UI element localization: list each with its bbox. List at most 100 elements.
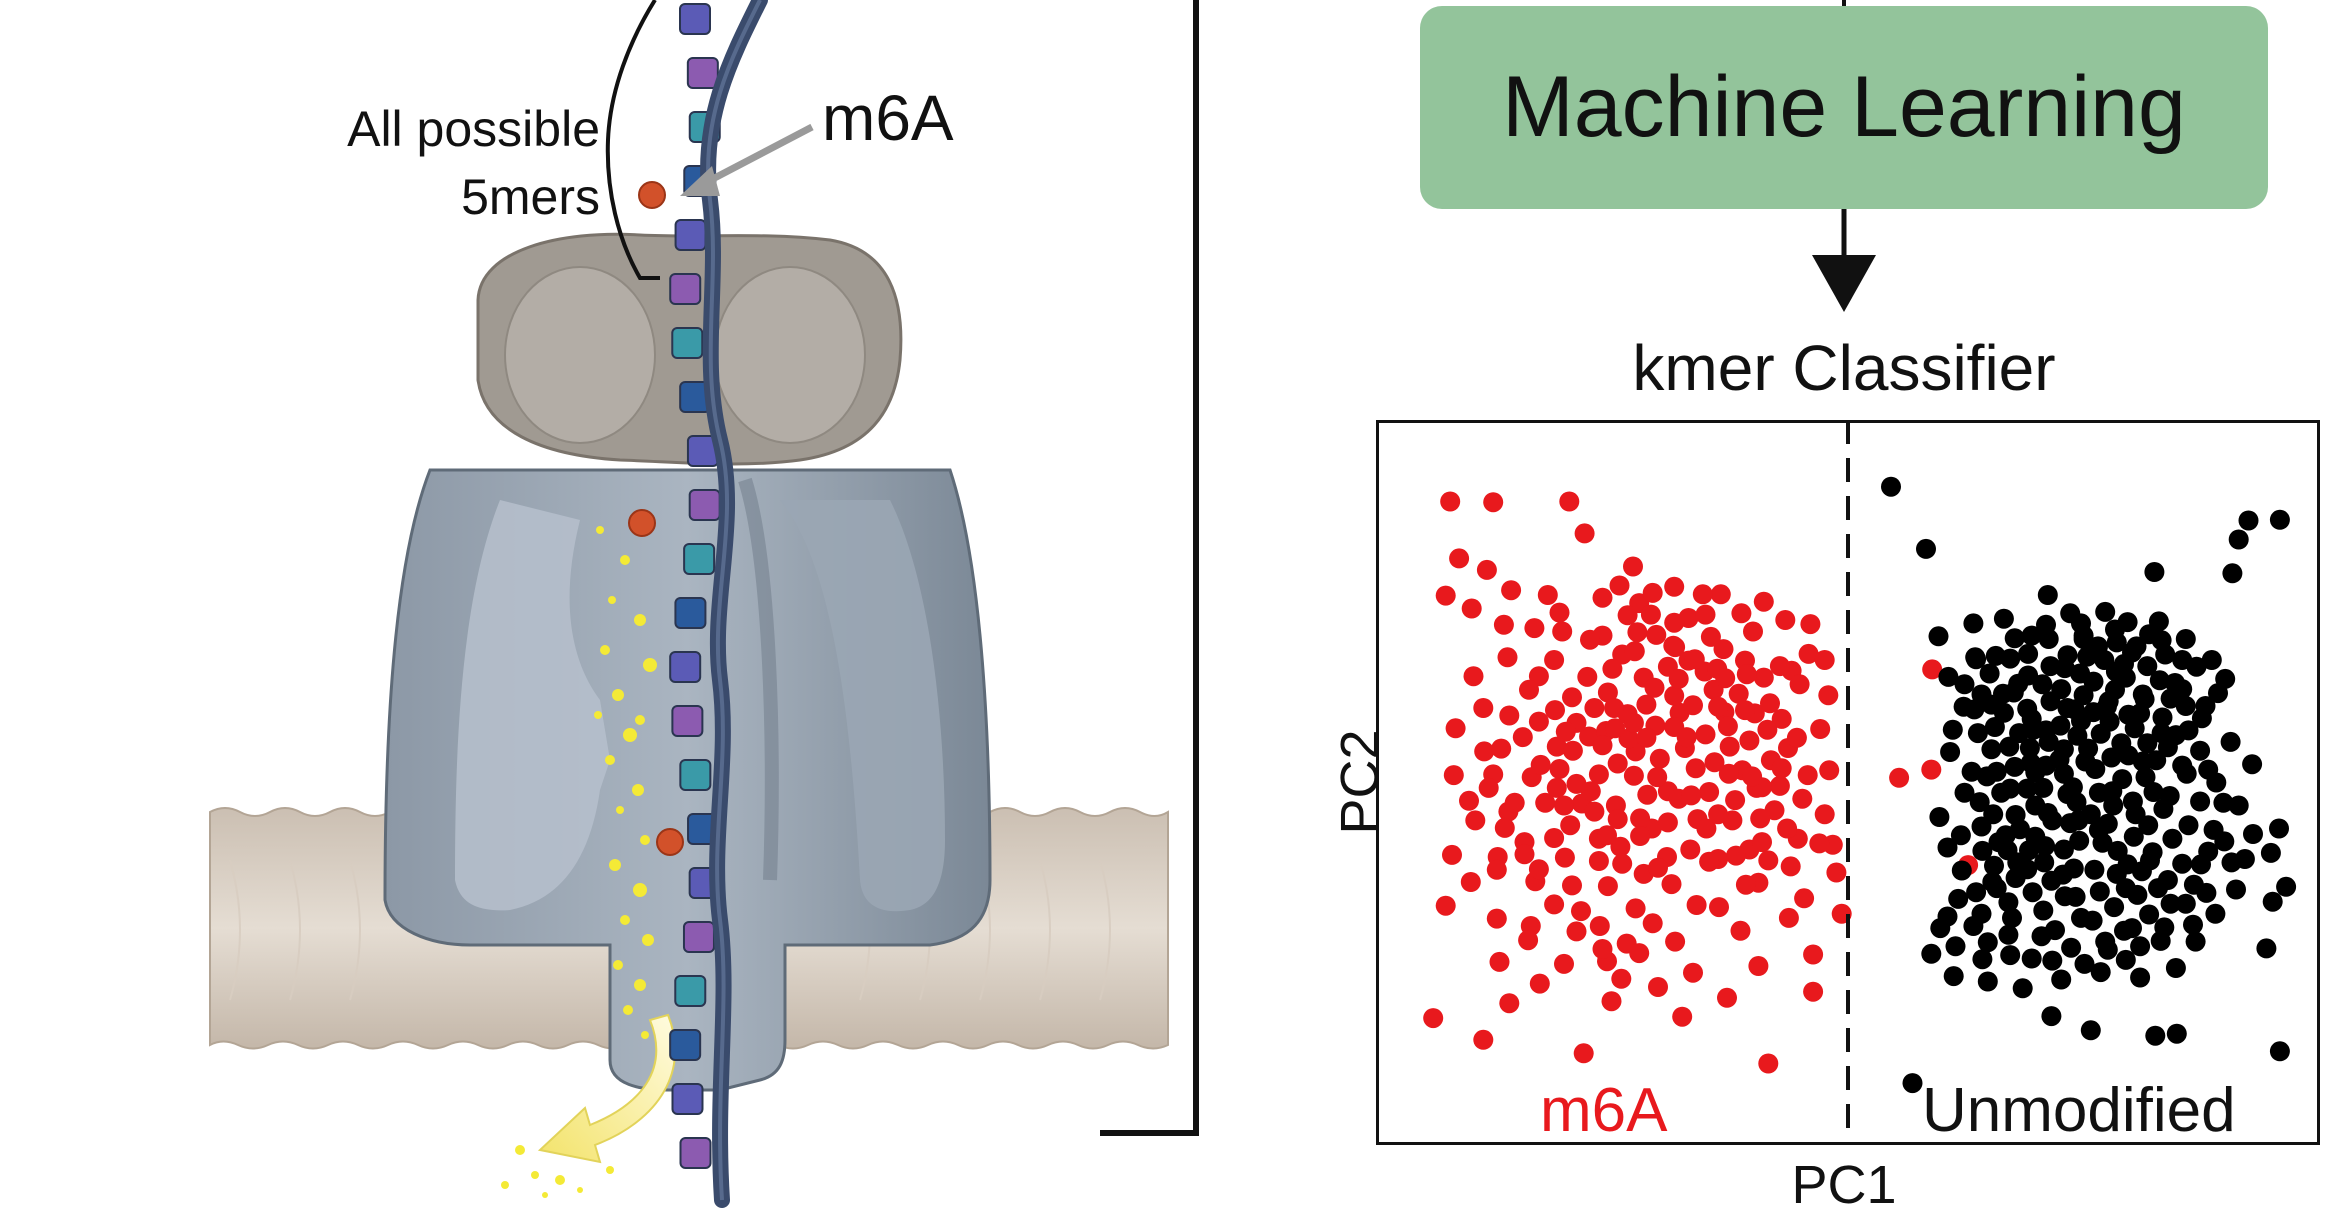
- m6a-point: [1552, 621, 1573, 642]
- m6a-point: [1760, 693, 1780, 714]
- unmodified-point: [2097, 939, 2118, 960]
- unmodified-point: [2019, 840, 2039, 861]
- rna-base: [669, 1029, 702, 1061]
- unmodified-point: [1971, 903, 1992, 924]
- unmodified-point: [2075, 751, 2096, 772]
- unmodified-point: [2051, 679, 2072, 700]
- unmodified-point: [1942, 719, 1963, 740]
- m6a-point: [1780, 856, 1801, 877]
- unmodified-point: [2201, 650, 2222, 670]
- unmodified-point: [1940, 742, 1961, 762]
- m6a-point: [1648, 857, 1668, 878]
- m6a-point: [1518, 930, 1539, 951]
- rna-base: [683, 543, 716, 575]
- unmodified-point: [2008, 673, 2029, 694]
- m6a-point: [1636, 727, 1657, 748]
- unmodified-point: [1998, 924, 2019, 945]
- m6a-point: [1708, 696, 1729, 717]
- unmodified-point: [1950, 825, 1971, 846]
- unmodified-point: [1953, 696, 1974, 717]
- m6a-point: [1537, 585, 1558, 605]
- m6a-point: [1497, 647, 1518, 668]
- unmodified-point: [2154, 917, 2175, 938]
- unmodified-point: [2021, 625, 2042, 646]
- unmodified-point: [1937, 906, 1958, 927]
- unmodified-point: [2118, 704, 2139, 725]
- m6a-point: [1672, 1006, 1693, 1027]
- unmodified-point: [1966, 882, 1987, 903]
- m6a-point: [1529, 973, 1550, 994]
- unmodified-point: [2262, 891, 2283, 912]
- m6a-point: [1681, 785, 1702, 806]
- m6a-point: [1443, 765, 1464, 786]
- m6a-point: [1750, 808, 1771, 829]
- m6a-point: [1726, 845, 1746, 866]
- m6a-point: [1554, 795, 1574, 816]
- m6a-point: [1810, 719, 1831, 739]
- m6a-point: [1683, 962, 1703, 983]
- unmodified-point: [1916, 538, 1936, 559]
- m6a-point: [1597, 682, 1618, 703]
- m6a-point: [1889, 767, 1910, 788]
- m6a-point: [1699, 782, 1720, 802]
- unmodified-point: [2018, 643, 2039, 664]
- unmodified-point: [1943, 966, 1964, 987]
- m6a-point: [1501, 580, 1522, 601]
- unmodified-point: [2112, 769, 2133, 790]
- m6a-point: [1445, 718, 1466, 739]
- m6a-point: [1465, 810, 1486, 831]
- m6a-point: [1473, 1029, 1494, 1050]
- rna-base: [679, 759, 712, 791]
- unmodified-point: [2111, 733, 2132, 754]
- unmodified-point: [1993, 608, 2014, 629]
- unmodified-point: [2175, 629, 2196, 649]
- unmodified-point: [1984, 717, 2005, 737]
- m6a-point: [1499, 993, 1520, 1014]
- m6a-point: [1478, 777, 1499, 798]
- unmodified-point: [2083, 671, 2104, 692]
- m6a-point: [1592, 587, 1613, 608]
- unmodified-point: [2054, 886, 2075, 907]
- m6a-point: [1512, 727, 1533, 748]
- m6a-point: [1588, 851, 1609, 871]
- unmodified-point: [2073, 625, 2094, 646]
- kmer-bracket: [605, 0, 660, 280]
- machine-learning-box: Machine Learning: [1420, 6, 2268, 209]
- m6a-point: [1592, 735, 1613, 756]
- m6a-point: [1623, 712, 1644, 733]
- m6a-point: [1792, 788, 1813, 809]
- m6a-point: [1607, 753, 1628, 774]
- unmodified-point: [2172, 853, 2193, 874]
- unmodified-point: [2094, 650, 2115, 670]
- unmodified-point: [2050, 715, 2071, 736]
- m6a-point: [1777, 818, 1798, 839]
- m6a-point: [1739, 730, 1760, 751]
- unmodified-point: [2220, 731, 2241, 752]
- unmodified-point: [2260, 842, 2281, 863]
- unmodified-point: [2183, 914, 2203, 935]
- scatter-plot: [1423, 420, 2297, 1145]
- unmodified-point: [2137, 733, 2158, 754]
- m6a-point: [1657, 812, 1678, 833]
- unmodified-point: [2256, 938, 2277, 959]
- unmodified-point: [1929, 807, 1950, 827]
- m6a-point: [1708, 804, 1729, 825]
- m6a-point: [1695, 604, 1716, 625]
- unmodified-point: [2190, 740, 2211, 761]
- m6a-point: [1742, 766, 1763, 787]
- m6a-point: [1486, 859, 1507, 880]
- unmodified-point: [2222, 563, 2243, 584]
- unmodified-point: [2077, 646, 2098, 667]
- m6a-point: [1584, 801, 1605, 822]
- unmodified-point: [2152, 707, 2173, 728]
- m6a-point: [1566, 921, 1587, 942]
- unmodified-point: [2190, 791, 2211, 812]
- m6a-point: [1528, 859, 1549, 880]
- unmodified-point: [2036, 614, 2056, 635]
- m6a-point: [1463, 666, 1484, 687]
- unmodified-point: [1937, 837, 1958, 858]
- unmodified-group-label: Unmodified: [1922, 1076, 2236, 1145]
- unmodified-point: [1954, 782, 1975, 803]
- m6a-point: [1814, 650, 1835, 670]
- methyl-groups: [628, 181, 684, 856]
